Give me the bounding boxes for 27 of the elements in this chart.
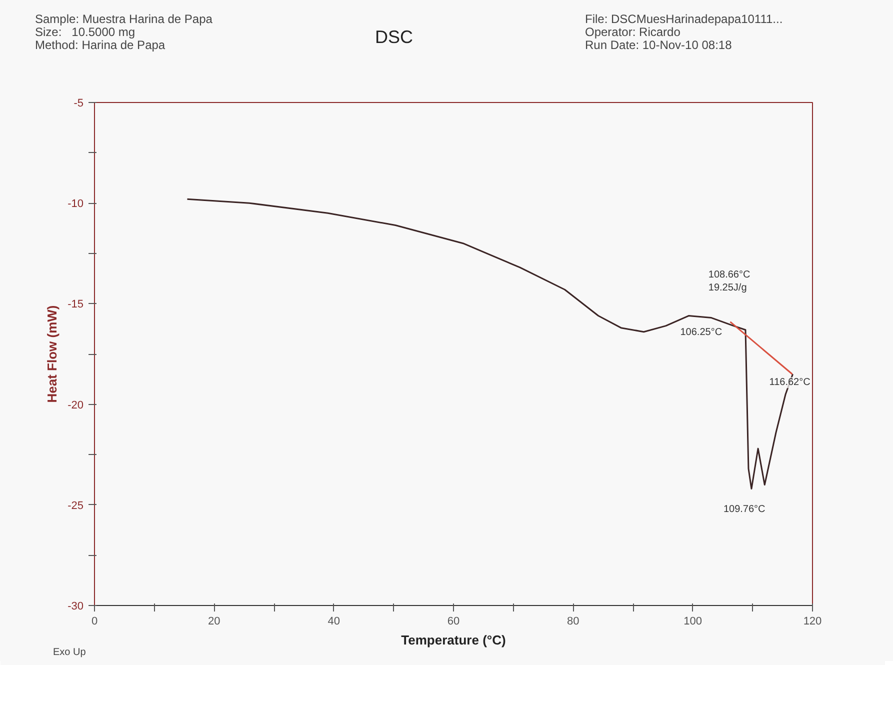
- x-axis-title: Temperature (°C): [401, 632, 506, 648]
- annotation: 106.25°C: [680, 326, 722, 338]
- x-tick-label: 0: [91, 616, 98, 628]
- x-tick-label: 60: [447, 616, 460, 628]
- x-tick-label: 20: [208, 616, 220, 628]
- annotation: 108.66°C 19.25J/g: [708, 269, 750, 294]
- text: File: DSCMuesHarinadepapa10111...: [585, 12, 783, 26]
- text: Exo Up: [53, 646, 86, 660]
- x-tick-label: 40: [328, 616, 340, 628]
- y-tick-label: -25: [68, 500, 84, 512]
- x-tick-label: 100: [684, 616, 702, 628]
- y-tick-label: -20: [68, 399, 84, 412]
- y-tick-label: -30: [68, 600, 84, 612]
- annotation: 109.76°C: [723, 504, 766, 515]
- annotation: 116.62°C: [769, 377, 810, 388]
- chart-title: DSC: [375, 26, 414, 49]
- text: Method: Harina de Papa: [35, 38, 166, 52]
- text: Size: 10.5000 mg: [35, 25, 136, 39]
- x-tick-label: 80: [567, 616, 580, 628]
- text: Sample: Muestra Harina de Papa: [35, 12, 212, 26]
- text: Operator: Ricardo: [585, 25, 680, 39]
- y-axis-title: Heat Flow (mW): [44, 305, 60, 403]
- text: Run Date: 10-Nov-10 08:18: [585, 38, 732, 52]
- y-tick-label: -5: [74, 98, 84, 110]
- x-tick-label: 120: [803, 616, 822, 628]
- y-tick-label: -10: [68, 198, 84, 210]
- y-tick-label: -15: [68, 298, 84, 311]
